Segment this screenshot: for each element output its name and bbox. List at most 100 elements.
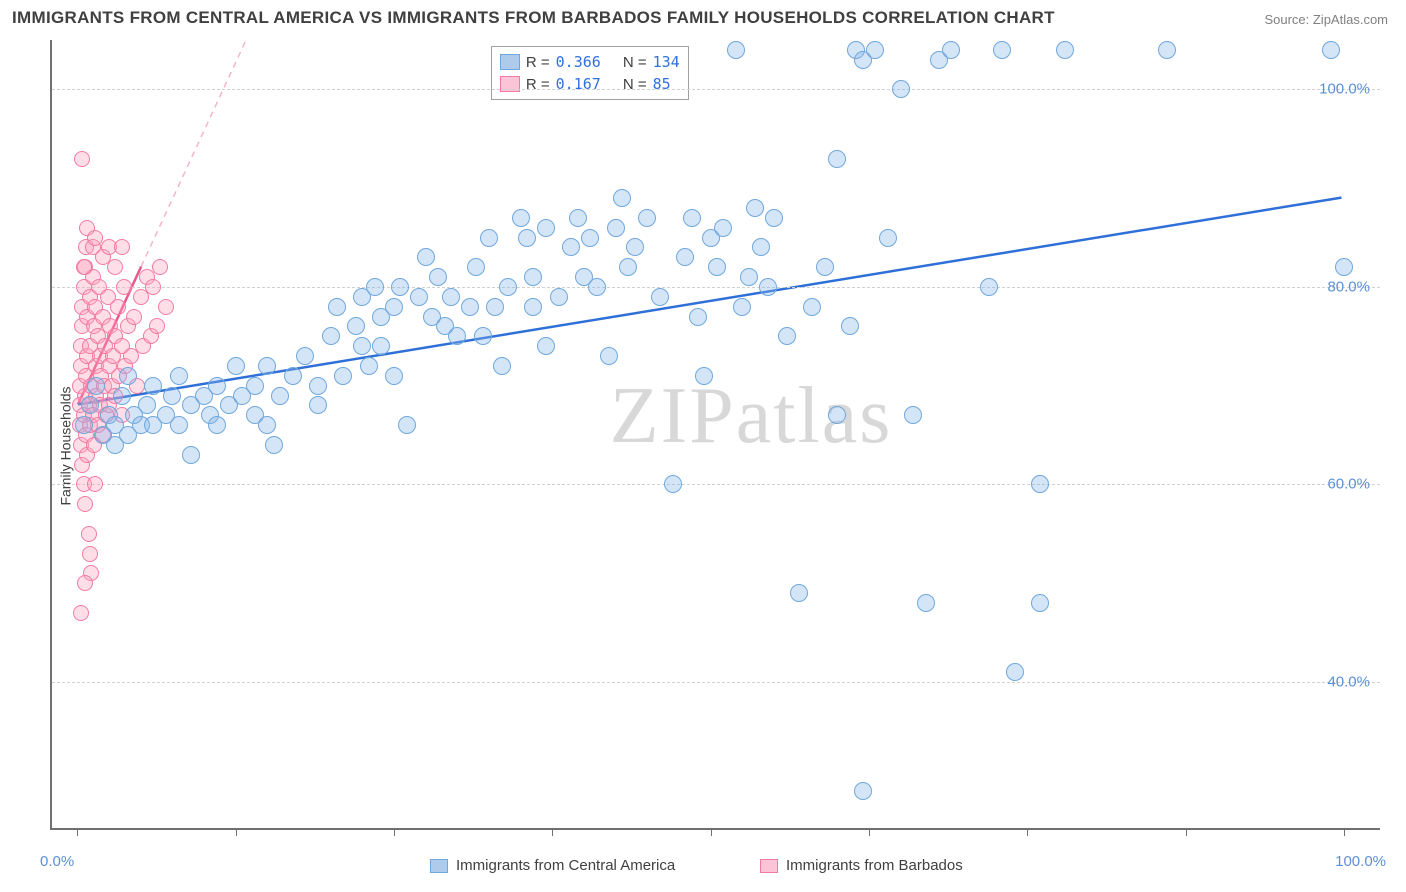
data-point [227, 357, 245, 375]
data-point [708, 258, 726, 276]
chart-title: IMMIGRANTS FROM CENTRAL AMERICA VS IMMIG… [12, 8, 1055, 28]
x-tick [236, 828, 237, 836]
data-point [271, 387, 289, 405]
data-point [76, 259, 92, 275]
y-tick-label: 80.0% [1327, 278, 1370, 295]
legend-label: Immigrants from Central America [456, 857, 675, 874]
x-tick [77, 828, 78, 836]
grid-line [52, 89, 1380, 90]
x-tick [394, 828, 395, 836]
data-point [145, 279, 161, 295]
data-point [613, 189, 631, 207]
legend-label: Immigrants from Barbados [786, 857, 963, 874]
data-point [309, 377, 327, 395]
data-point [74, 151, 90, 167]
series-legend-barbados: Immigrants from Barbados [760, 857, 963, 874]
x-tick [1027, 828, 1028, 836]
data-point [119, 367, 137, 385]
data-point [1335, 258, 1353, 276]
data-point [759, 278, 777, 296]
data-point [790, 584, 808, 602]
legend-r-value: 0.366 [556, 53, 601, 71]
data-point [107, 259, 123, 275]
legend-swatch-pink [760, 859, 778, 873]
data-point [208, 416, 226, 434]
data-point [993, 41, 1011, 59]
series-legend-central-america: Immigrants from Central America [430, 857, 675, 874]
data-point [366, 278, 384, 296]
data-point [1158, 41, 1176, 59]
correlation-legend: R =0.366N =134R =0.167N = 85 [491, 46, 689, 100]
data-point [727, 41, 745, 59]
data-point [676, 248, 694, 266]
legend-row: R =0.366N =134 [500, 51, 680, 73]
data-point [854, 782, 872, 800]
data-point [296, 347, 314, 365]
grid-line [52, 484, 1380, 485]
data-point [816, 258, 834, 276]
data-point [828, 406, 846, 424]
data-point [284, 367, 302, 385]
data-point [170, 367, 188, 385]
data-point [512, 209, 530, 227]
data-point [499, 278, 517, 296]
data-point [309, 396, 327, 414]
data-point [879, 229, 897, 247]
data-point [353, 337, 371, 355]
data-point [689, 308, 707, 326]
data-point [208, 377, 226, 395]
data-point [410, 288, 428, 306]
data-point [347, 317, 365, 335]
data-point [461, 298, 479, 316]
data-point [537, 219, 555, 237]
data-point [144, 377, 162, 395]
data-point [683, 209, 701, 227]
data-point [170, 416, 188, 434]
data-point [892, 80, 910, 98]
x-tick-label-right: 100.0% [1335, 853, 1386, 870]
data-point [740, 268, 758, 286]
data-point [152, 259, 168, 275]
data-point [841, 317, 859, 335]
data-point [980, 278, 998, 296]
y-tick-label: 60.0% [1327, 476, 1370, 493]
data-point [866, 41, 884, 59]
x-tick [552, 828, 553, 836]
data-point [480, 229, 498, 247]
data-point [467, 258, 485, 276]
data-point [626, 238, 644, 256]
data-point [600, 347, 618, 365]
data-point [114, 239, 130, 255]
data-point [116, 279, 132, 295]
data-point [474, 327, 492, 345]
x-tick [1344, 828, 1345, 836]
data-point [1006, 663, 1024, 681]
data-point [77, 575, 93, 591]
data-point [733, 298, 751, 316]
data-point [828, 150, 846, 168]
data-point [258, 357, 276, 375]
legend-swatch [500, 54, 520, 70]
data-point [417, 248, 435, 266]
data-point [398, 416, 416, 434]
data-point [163, 387, 181, 405]
data-point [524, 268, 542, 286]
data-point [569, 209, 587, 227]
source-label: Source: ZipAtlas.com [1264, 12, 1388, 27]
data-point [537, 337, 555, 355]
data-point [391, 278, 409, 296]
data-point [113, 387, 131, 405]
data-point [360, 357, 378, 375]
data-point [73, 605, 89, 621]
data-point [75, 416, 93, 434]
data-point [182, 446, 200, 464]
y-tick-label: 40.0% [1327, 673, 1370, 690]
legend-r-label: R = [526, 54, 550, 71]
data-point [149, 318, 165, 334]
data-point [385, 298, 403, 316]
data-point [651, 288, 669, 306]
legend-swatch-blue [430, 859, 448, 873]
legend-n-value: 134 [653, 53, 680, 71]
data-point [334, 367, 352, 385]
data-point [110, 299, 126, 315]
